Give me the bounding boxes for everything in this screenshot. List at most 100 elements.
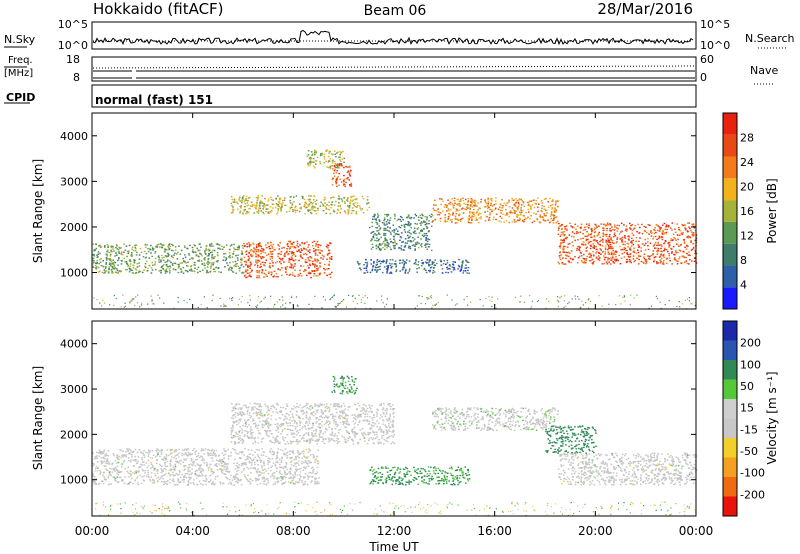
- echo-cell: [140, 466, 142, 468]
- echo-cell: [348, 209, 350, 212]
- echo-cell: [131, 472, 134, 474]
- echo-cell: [421, 234, 424, 236]
- echo-cell: [147, 267, 149, 270]
- echo-cell: [552, 214, 554, 216]
- echo-cell: [216, 243, 219, 245]
- echo-cell: [333, 165, 336, 167]
- echo-cell: [249, 250, 252, 252]
- echo-cell: [613, 229, 616, 231]
- echo-cell: [111, 272, 113, 274]
- echo-cell: [624, 247, 627, 250]
- echo-cell: [605, 239, 607, 241]
- echo-cell: [156, 469, 158, 471]
- echo-cell: [307, 460, 309, 462]
- echo-cell: [170, 460, 172, 463]
- echo-cell: [313, 468, 315, 471]
- echo-cell: [275, 276, 277, 278]
- echo-cell: [303, 466, 305, 468]
- echo-cell: [280, 461, 283, 464]
- echo-cell: [307, 210, 310, 213]
- echo-cell: [238, 246, 240, 248]
- echo-cell: [99, 258, 101, 261]
- echo-cell: [300, 254, 302, 256]
- echo-cell: [633, 247, 635, 249]
- echo-cell: [261, 469, 264, 471]
- echo-cell: [175, 457, 177, 460]
- echo-cell: [313, 161, 315, 163]
- echo-cell: [193, 270, 195, 272]
- echo-cell: [290, 302, 292, 304]
- echo-cell: [387, 245, 389, 247]
- echo-cell: [204, 264, 206, 267]
- echo-cell: [123, 306, 125, 308]
- echo-cell: [266, 275, 268, 278]
- echo-cell: [219, 468, 221, 470]
- echo-cell: [383, 217, 386, 219]
- echo-cell: [243, 467, 246, 470]
- echo-cell: [606, 229, 608, 232]
- echo-cell: [392, 235, 395, 237]
- echo-cell: [406, 217, 408, 219]
- echo-cell: [302, 484, 305, 486]
- echo-cell: [160, 468, 162, 470]
- echo-cell: [184, 246, 186, 249]
- echo-cell: [124, 302, 126, 304]
- echo-cell: [163, 256, 165, 259]
- echo-cell: [417, 261, 420, 263]
- echo-cell: [685, 228, 687, 230]
- echo-cell: [557, 200, 559, 202]
- echo-cell: [405, 259, 408, 261]
- echo-cell: [191, 453, 194, 455]
- echo-cell: [210, 243, 213, 245]
- echo-cell: [245, 199, 247, 201]
- echo-cell: [420, 221, 423, 223]
- echo-cell: [519, 301, 521, 303]
- echo-cell: [426, 262, 429, 264]
- echo-cell: [253, 251, 255, 253]
- echo-cell: [139, 306, 141, 308]
- echo-cell: [231, 299, 233, 302]
- echo-cell: [217, 267, 220, 269]
- echo-cell: [201, 448, 203, 450]
- echo-cell: [200, 464, 203, 466]
- echo-cell: [115, 251, 117, 253]
- echo-cell: [113, 263, 115, 266]
- echo-cell: [581, 261, 584, 263]
- echo-cell: [446, 262, 449, 264]
- echo-cell: [227, 483, 230, 485]
- echo-cell: [473, 205, 476, 207]
- echo-cell: [282, 467, 285, 470]
- echo-cell: [474, 200, 477, 202]
- echo-cell: [270, 448, 272, 450]
- echo-cell: [134, 248, 137, 250]
- echo-cell: [336, 212, 338, 214]
- echo-cell: [112, 476, 114, 478]
- echo-cell: [553, 214, 556, 217]
- echo-cell: [255, 256, 257, 258]
- echo-cell: [555, 202, 557, 204]
- echo-cell: [407, 240, 409, 242]
- echo-cell: [487, 201, 490, 203]
- echo-cell: [203, 453, 206, 455]
- echo-cell: [386, 272, 388, 274]
- echo-cell: [332, 209, 335, 211]
- echo-cell: [389, 262, 391, 265]
- echo-cell: [247, 197, 250, 199]
- echo-cell: [247, 266, 249, 268]
- echo-cell: [109, 473, 112, 476]
- echo-cell: [92, 265, 95, 268]
- echo-cell: [122, 456, 124, 458]
- echo-cell: [249, 304, 251, 306]
- echo-cell: [343, 178, 346, 181]
- echo-cell: [384, 243, 386, 245]
- echo-cell: [114, 480, 117, 482]
- echo-cell: [166, 449, 169, 451]
- echo-cell: [206, 262, 208, 264]
- echo-cell: [458, 200, 461, 202]
- echo-cell: [252, 243, 255, 245]
- echo-cell: [134, 480, 136, 482]
- echo-cell: [289, 202, 292, 204]
- echo-cell: [93, 458, 96, 460]
- echo-cell: [590, 229, 593, 231]
- echo-cell: [491, 210, 493, 213]
